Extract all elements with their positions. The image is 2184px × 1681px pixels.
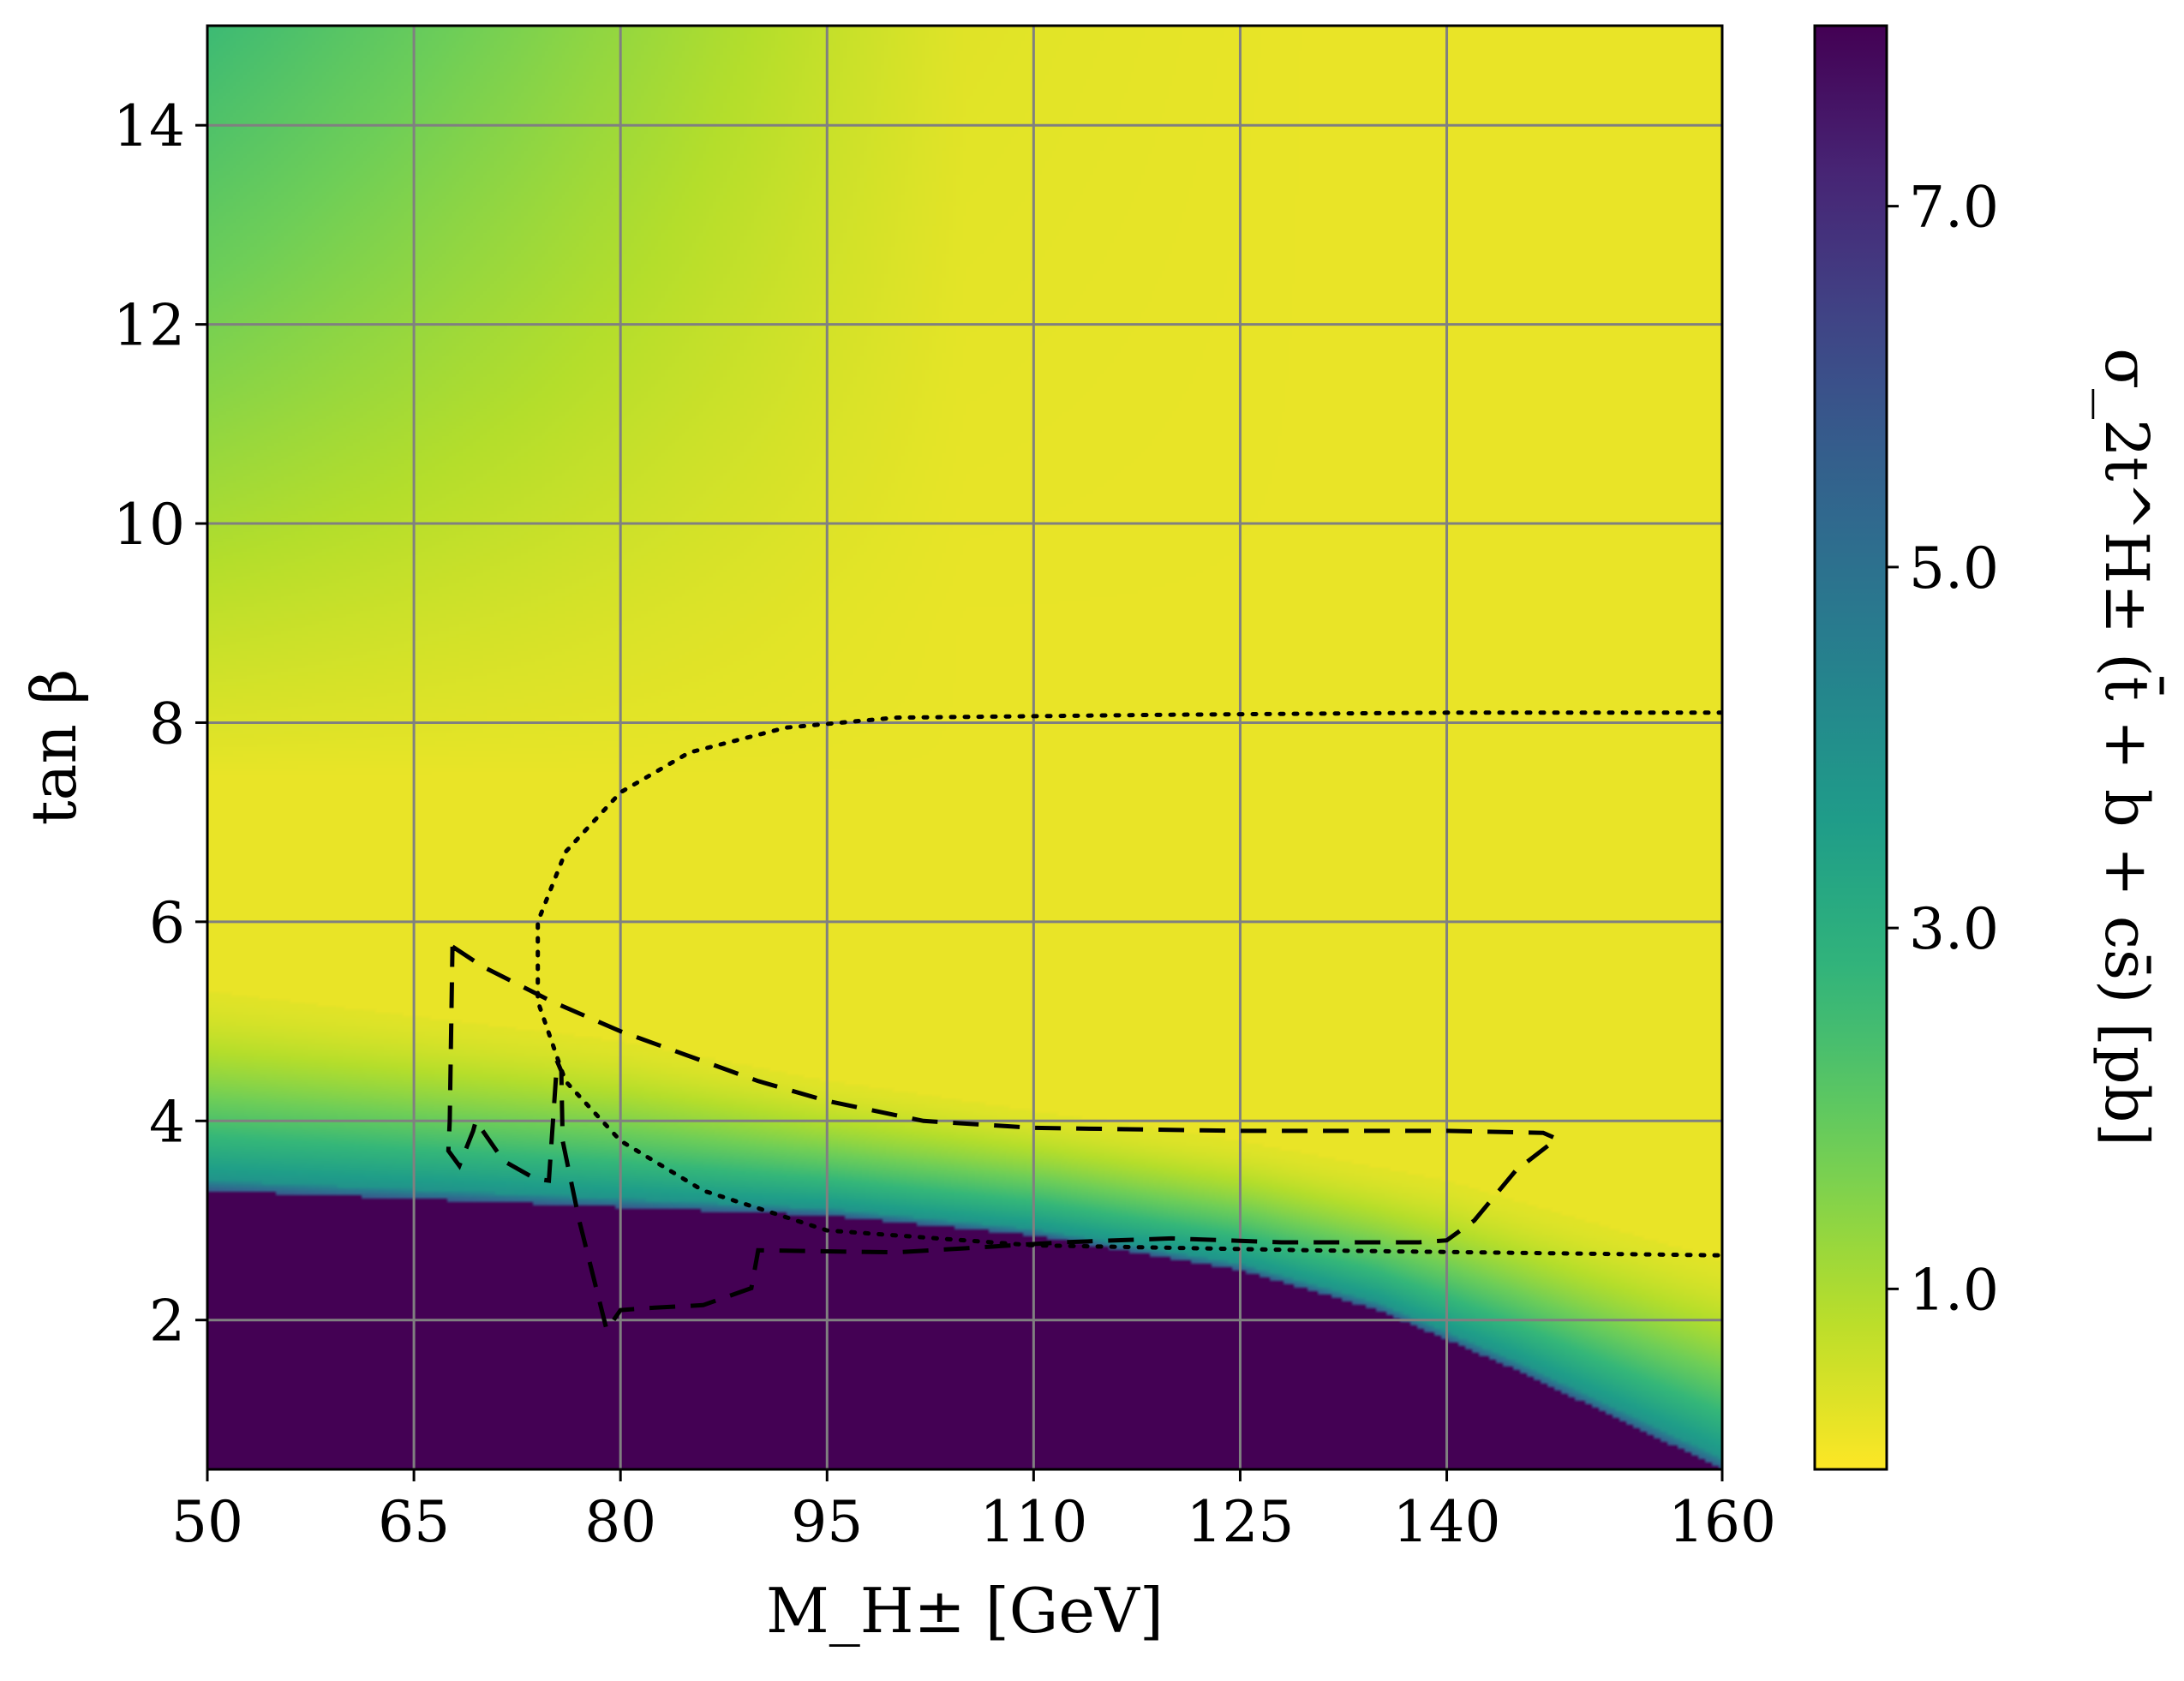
y-axis-label: tan β (18, 669, 90, 826)
colorbar-tick-label: 1.0 (1909, 1257, 1999, 1323)
colorbar: 1.0 3.0 5.0 7.0 σ_2t^H± (t̄ + b + cs̄) [pb] (1813, 24, 2164, 1471)
colorbar-bar (1815, 26, 1887, 1469)
x-tick-label: 95 (791, 1489, 863, 1555)
colorbar-ticks: 1.0 3.0 5.0 7.0 (1887, 175, 1999, 1323)
y-tick-label: 6 (149, 890, 185, 956)
x-tick-label: 160 (1668, 1489, 1776, 1555)
y-tick-label: 8 (149, 691, 185, 757)
colorbar-label: σ_2t^H± (t̄ + b + cs̄) [pb] (2091, 348, 2164, 1146)
plot-frame (206, 24, 1724, 1471)
colorbar-tick-label: 7.0 (1909, 175, 1999, 241)
y-tick-label: 12 (113, 293, 185, 359)
dotted-contour (536, 710, 1722, 1258)
x-tick-label: 80 (584, 1489, 656, 1555)
y-tick-label: 14 (113, 93, 185, 159)
x-axis-label: M_H± [GeV] (766, 1575, 1164, 1647)
dashed-contour (446, 944, 1561, 1336)
colorbar-tick-label: 3.0 (1909, 896, 1999, 962)
y-tick-label: 10 (113, 492, 185, 558)
x-axis: 50 65 80 95 110 125 140 160 (171, 1469, 1776, 1555)
x-tick-label: 125 (1186, 1489, 1294, 1555)
x-tick-label: 110 (979, 1489, 1087, 1555)
colorbar-frame (1813, 24, 1888, 1471)
heatmap-cells (207, 26, 1722, 1469)
y-tick-label: 2 (149, 1289, 185, 1355)
plot-area (206, 24, 1724, 1471)
x-tick-label: 65 (378, 1489, 450, 1555)
y-tick-label: 4 (149, 1089, 185, 1155)
grid-lines (207, 26, 1722, 1469)
colorbar-tick-label: 5.0 (1909, 535, 1999, 601)
x-tick-label: 140 (1393, 1489, 1501, 1555)
x-tick-label: 50 (171, 1489, 243, 1555)
y-axis: 2 4 6 8 10 12 14 (113, 93, 207, 1355)
